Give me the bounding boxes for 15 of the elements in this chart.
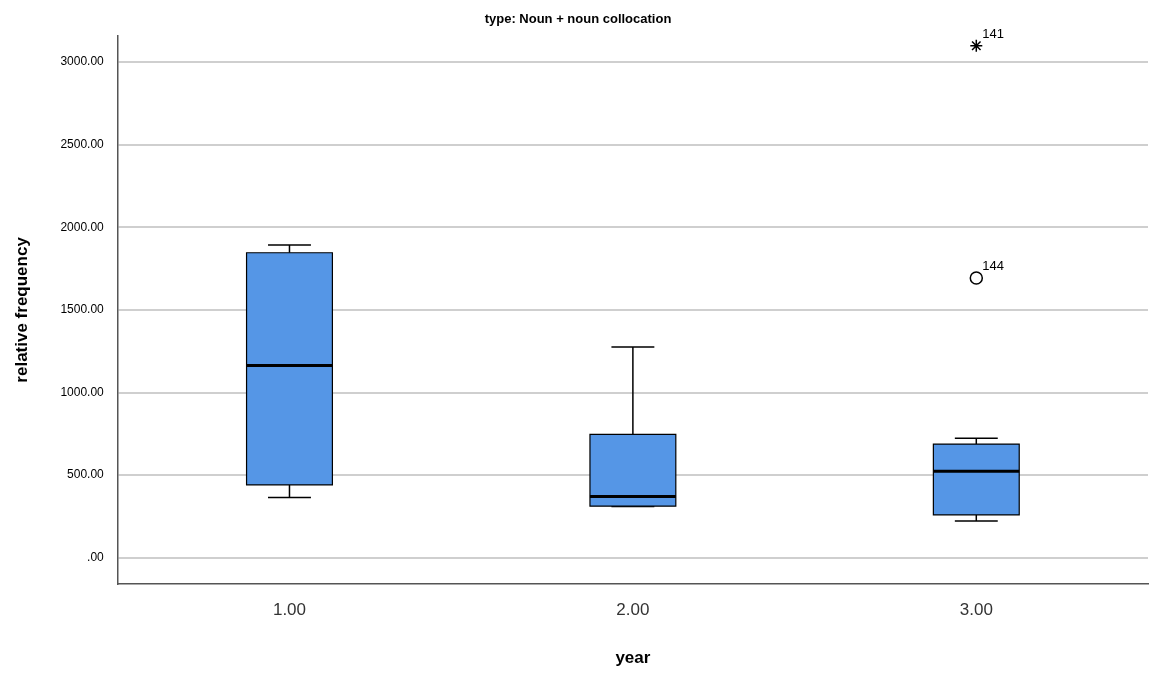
- y-tick-label: 500.00: [67, 467, 105, 482]
- y-tick-label: 2500.00: [60, 136, 105, 151]
- x-tick-label: 3.00: [959, 600, 993, 620]
- y-tick-label: 1500.00: [60, 302, 105, 317]
- x-tick-label: 2.00: [616, 600, 650, 620]
- y-tick-label: 1000.00: [60, 384, 105, 399]
- y-tick-label: .00: [87, 550, 105, 565]
- x-tick-label: 1.00: [272, 600, 307, 620]
- x-axis-title: year: [615, 648, 651, 668]
- y-tick-label: 3000.00: [60, 54, 105, 69]
- annotation: 144: [982, 258, 1004, 274]
- y-tick-label: 2000.00: [60, 219, 105, 234]
- chart-title: type: Noun + noun collocation: [484, 11, 672, 27]
- annotation: 141: [982, 25, 1004, 41]
- y-axis-title: relative frequency: [11, 236, 31, 383]
